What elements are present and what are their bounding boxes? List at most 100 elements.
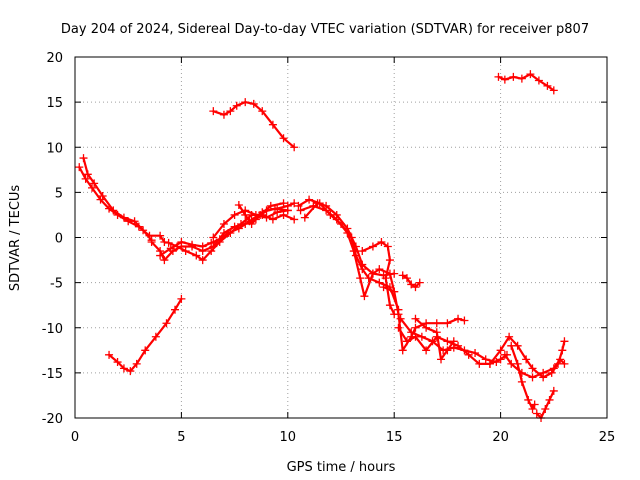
data-point <box>368 269 377 278</box>
data-point <box>411 314 420 323</box>
data-point <box>290 199 299 208</box>
data-point <box>517 377 526 386</box>
y-tick-label: 10 <box>46 141 63 156</box>
data-point <box>147 238 156 247</box>
data-point <box>322 201 331 210</box>
x-tick-label: 25 <box>599 430 616 445</box>
data-point <box>166 244 175 253</box>
data-point <box>192 251 201 260</box>
data-point <box>273 208 282 217</box>
data-point <box>296 206 305 215</box>
data-point <box>402 337 411 346</box>
data-point <box>262 213 271 222</box>
data-point <box>268 215 277 224</box>
data-point <box>513 359 522 368</box>
series-arc-mid-fall-c <box>396 314 511 367</box>
series-arc-mid-bump <box>358 238 399 319</box>
data-point <box>528 373 537 382</box>
data-point <box>266 201 275 210</box>
data-point <box>526 70 535 79</box>
data-point <box>394 310 403 319</box>
data-point <box>411 283 420 292</box>
data-point <box>509 72 518 81</box>
data-point <box>460 316 469 325</box>
data-point <box>268 120 277 129</box>
data-point <box>500 75 509 84</box>
data-point <box>507 341 516 350</box>
data-point <box>449 337 458 346</box>
data-point <box>234 201 243 210</box>
data-point <box>528 404 537 413</box>
data-point <box>219 219 228 228</box>
data-point <box>230 210 239 219</box>
data-point <box>505 332 514 341</box>
x-tick-label: 10 <box>280 430 297 445</box>
series-line <box>497 73 555 92</box>
series-line <box>361 240 396 316</box>
y-tick-label: 0 <box>55 232 63 247</box>
data-point <box>113 358 122 367</box>
data-point <box>377 238 386 247</box>
series-line <box>167 213 296 262</box>
data-point <box>258 107 267 116</box>
data-point <box>177 238 186 247</box>
data-point <box>226 107 235 116</box>
data-point <box>109 206 118 215</box>
data-point <box>437 355 446 364</box>
data-point <box>126 367 135 376</box>
series-arc-high-morning <box>209 98 299 152</box>
data-point <box>305 195 314 204</box>
x-tick-label: 5 <box>177 430 185 445</box>
series-line <box>78 166 166 244</box>
y-tick-label: -15 <box>42 367 63 382</box>
data-point <box>415 278 424 287</box>
data-point <box>290 215 299 224</box>
axis-ticks: 0 5 10 15 20 25 20 15 10 5 0 -5 -10 -15 -20 <box>42 51 616 445</box>
data-point <box>241 210 250 219</box>
series-arc-mid-hump-3 <box>300 199 399 280</box>
data-point <box>402 274 411 283</box>
data-point <box>160 238 169 247</box>
data-point <box>432 328 441 337</box>
data-point <box>390 269 399 278</box>
y-tick-label: -20 <box>42 412 63 427</box>
data-point <box>530 400 539 409</box>
series-line <box>297 198 400 311</box>
series-arc-late-b <box>500 350 569 382</box>
data-series <box>75 70 569 422</box>
data-point <box>454 314 463 323</box>
y-tick-label: 20 <box>46 51 63 66</box>
data-point <box>558 346 567 355</box>
series-arc-high-evening <box>494 70 558 95</box>
series-line <box>212 209 289 239</box>
chart-title: Day 204 of 2024, Sidereal Day-to-day VTE… <box>61 22 589 37</box>
y-tick-label: 5 <box>55 186 63 201</box>
data-point <box>88 183 97 192</box>
data-point <box>432 319 441 328</box>
data-point <box>500 350 509 359</box>
data-point <box>381 274 390 283</box>
data-point <box>247 219 256 228</box>
data-point <box>460 346 469 355</box>
data-point <box>475 359 484 368</box>
series-line <box>107 297 183 373</box>
data-point <box>188 240 197 249</box>
data-point <box>156 231 165 240</box>
data-point <box>160 256 169 265</box>
data-point <box>398 346 407 355</box>
data-point <box>556 355 565 364</box>
data-point <box>443 346 452 355</box>
data-point <box>130 217 139 226</box>
data-point <box>343 224 352 233</box>
series-arc-late-c <box>507 341 539 413</box>
data-point <box>283 206 292 215</box>
series-line <box>414 317 455 361</box>
data-point <box>481 355 490 364</box>
data-point <box>219 110 228 119</box>
data-point <box>532 409 541 418</box>
series-arc-mid-fall-d <box>411 314 458 364</box>
data-point <box>198 242 207 251</box>
data-point <box>75 163 84 172</box>
data-point <box>396 314 405 323</box>
data-point <box>407 328 416 337</box>
